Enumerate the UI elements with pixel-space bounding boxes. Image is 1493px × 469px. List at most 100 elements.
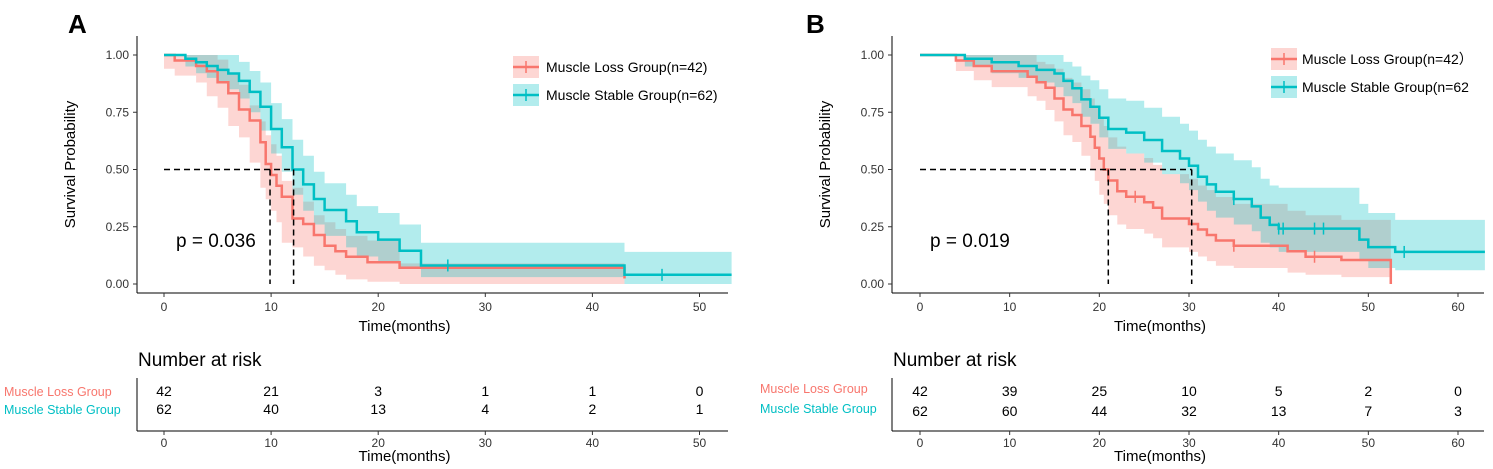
- risk-count: 0: [1454, 383, 1462, 399]
- risk-count: 1: [481, 383, 489, 399]
- y-tick-label: 1.00: [106, 48, 130, 62]
- risk-count: 10: [1181, 383, 1197, 399]
- risk-count: 3: [1454, 403, 1462, 419]
- risk-count: 2: [1364, 383, 1372, 399]
- confidence-band-loss: [164, 55, 625, 284]
- panel-a-risk-label-stable: Muscle Stable Group: [4, 403, 121, 417]
- risk-count: 3: [374, 383, 382, 399]
- risk-x-tick-label: 30: [1182, 436, 1196, 450]
- panel-a: A 0.000.250.500.751.000 10 20 30 40 50 Surviv…: [4, 9, 732, 465]
- risk-count: 1: [589, 383, 597, 399]
- risk-x-tick-label: 20: [372, 436, 386, 450]
- panel-a-survival-curves: [164, 53, 732, 281]
- risk-x-tick-label: 20: [1093, 436, 1107, 450]
- risk-x-tick-label: 10: [1003, 436, 1017, 450]
- risk-count: 62: [912, 403, 928, 419]
- panel-b-risk-x-axis-title: Time(months): [1114, 448, 1206, 465]
- risk-count: 40: [263, 401, 279, 417]
- panel-a-legend: Muscle Loss Group(n=42) Muscle Stable Gr…: [513, 56, 718, 106]
- y-tick-label: 0.75: [106, 105, 130, 119]
- confidence-band-stable: [164, 55, 732, 284]
- risk-x-tick-label: 30: [479, 436, 493, 450]
- panel-a-confidence-bands: [164, 55, 732, 284]
- risk-count: 62: [156, 401, 172, 417]
- y-tick-label: 0.25: [106, 220, 130, 234]
- risk-x-tick-label: 50: [693, 436, 707, 450]
- y-tick-label: 0.25: [861, 220, 885, 234]
- risk-count: 60: [1002, 403, 1018, 419]
- panel-b-legend: Muscle Loss Group(n=42） Muscle Stable Gr…: [1271, 48, 1473, 98]
- x-tick-label: 50: [693, 300, 707, 314]
- x-tick-label: 0: [161, 300, 168, 314]
- survival-curve-loss: [164, 53, 626, 279]
- x-tick-label: 40: [1272, 300, 1286, 314]
- panel-a-risk-x-axis-title: Time(months): [359, 448, 451, 465]
- risk-count: 13: [370, 401, 386, 417]
- x-tick-label: 50: [1362, 300, 1376, 314]
- panel-b-x-axis-title: Time(months): [1114, 318, 1206, 335]
- x-tick-label: 30: [1182, 300, 1196, 314]
- y-tick-label: 1.00: [861, 48, 885, 62]
- x-tick-label: 40: [586, 300, 600, 314]
- risk-count: 25: [1092, 383, 1108, 399]
- y-tick-label: 0.50: [861, 163, 885, 177]
- panel-b: B 0.000.250.500.751.000 10 20 30 40 50 60 Surv…: [760, 9, 1485, 465]
- y-tick-label: 0.75: [861, 105, 885, 119]
- risk-x-tick-label: 40: [1272, 436, 1286, 450]
- risk-count: 0: [696, 383, 704, 399]
- legend-label-stable: Muscle Stable Group(n=62): [546, 87, 718, 103]
- x-tick-label: 20: [1093, 300, 1107, 314]
- y-tick-label: 0.00: [861, 277, 885, 291]
- y-tick-label: 0.00: [106, 277, 130, 291]
- x-tick-label: 10: [1003, 300, 1017, 314]
- panel-a-risk-label-loss: Muscle Loss Group: [4, 385, 112, 399]
- survival-curve-stable: [164, 53, 732, 277]
- panel-b-axes: 0.00 0.25 0.50 0.75 1.00 0 10 20 30 40 50 60: [861, 36, 1484, 314]
- panel-a-median-lines: [164, 168, 295, 284]
- risk-count: 13: [1271, 403, 1287, 419]
- x-tick-label: 20: [372, 300, 386, 314]
- risk-x-tick-label: 0: [161, 436, 168, 450]
- legend-label-loss: Muscle Loss Group(n=42）: [1302, 51, 1473, 67]
- y-tick-label: 0.50: [106, 163, 130, 177]
- risk-count: 4: [481, 401, 489, 417]
- risk-count: 32: [1181, 403, 1197, 419]
- panel-a-x-axis-title: Time(months): [359, 318, 451, 335]
- x-tick-label: 30: [479, 300, 493, 314]
- x-tick-label: 10: [264, 300, 278, 314]
- x-tick-label: 60: [1451, 300, 1465, 314]
- panel-b-risk-label-loss: Muscle Loss Group: [760, 382, 868, 396]
- panel-b-p-value: p = 0.019: [930, 231, 1010, 252]
- risk-x-tick-label: 50: [1362, 436, 1376, 450]
- panel-b-risk-title: Number at risk: [893, 350, 1017, 371]
- risk-x-tick-label: 40: [586, 436, 600, 450]
- risk-count: 21: [263, 383, 279, 399]
- panel-a-p-value: p = 0.036: [176, 231, 256, 252]
- legend-label-loss: Muscle Loss Group(n=42): [546, 59, 707, 75]
- risk-x-tick-label: 10: [264, 436, 278, 450]
- risk-count: 1: [696, 401, 704, 417]
- panel-a-label: A: [68, 9, 87, 39]
- survival-curve-stable: [920, 53, 1485, 254]
- risk-count: 2: [589, 401, 597, 417]
- risk-count: 7: [1364, 403, 1372, 419]
- panel-b-median-lines: [920, 168, 1193, 284]
- confidence-band-stable: [920, 55, 1485, 271]
- risk-count: 5: [1275, 383, 1283, 399]
- risk-count: 39: [1002, 383, 1018, 399]
- panel-b-y-axis-title: Survival Probability: [817, 100, 834, 228]
- risk-count: 42: [912, 383, 928, 399]
- panel-b-risk-label-stable: Muscle Stable Group: [760, 402, 877, 416]
- risk-count: 44: [1092, 403, 1108, 419]
- x-tick-label: 0: [917, 300, 924, 314]
- panel-a-risk-title: Number at risk: [138, 350, 262, 371]
- risk-count: 42: [156, 383, 172, 399]
- panel-a-y-axis-title: Survival Probability: [62, 100, 79, 228]
- legend-label-stable: Muscle Stable Group(n=62: [1302, 79, 1469, 95]
- risk-x-tick-label: 60: [1451, 436, 1465, 450]
- panel-b-label: B: [806, 9, 825, 39]
- panel-a-axes: 0.00 0.25 0.50 0.75 1.00 0 10 20 30 40 50: [106, 36, 728, 314]
